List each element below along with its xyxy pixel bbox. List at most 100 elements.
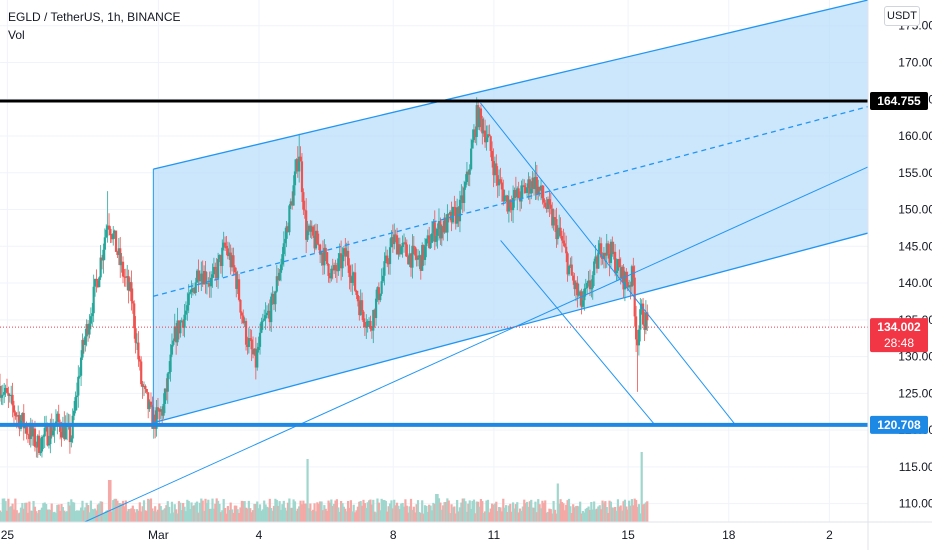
- candle-body: [148, 401, 151, 410]
- candle-body: [514, 189, 517, 198]
- volume-bar: [330, 499, 333, 522]
- volume-bar: [637, 504, 640, 522]
- volume-bar: [145, 510, 148, 522]
- candle-body: [223, 242, 227, 246]
- candle-body: [39, 451, 42, 454]
- rising-trend-line: [84, 166, 869, 523]
- candle-body: [201, 273, 204, 285]
- volume-bar: [444, 501, 448, 522]
- volume-bar: [100, 501, 104, 522]
- candle-body: [355, 290, 358, 295]
- volume-bar: [328, 502, 332, 522]
- resistance-price-label-bg: [870, 92, 928, 111]
- candle-body: [340, 253, 343, 269]
- volume-bar: [468, 500, 471, 522]
- candle-body: [279, 264, 283, 273]
- volume-bar: [435, 494, 438, 522]
- candle-body: [210, 277, 213, 287]
- volume-bar: [116, 500, 119, 522]
- candle-body: [337, 258, 340, 272]
- volume-bar: [148, 499, 151, 522]
- candle-body: [130, 282, 133, 302]
- candle-body: [137, 342, 140, 360]
- volume-bar: [351, 511, 354, 522]
- candle-body: [484, 130, 487, 143]
- candle-body: [313, 235, 316, 249]
- volume-bar: [179, 502, 182, 522]
- volume-bar: [472, 499, 476, 522]
- candle-body: [239, 299, 242, 313]
- candle-body: [197, 270, 200, 281]
- volume-bar: [407, 512, 410, 522]
- volume-bar: [22, 508, 25, 522]
- volume-bar: [628, 500, 631, 522]
- volume-bar: [475, 501, 478, 522]
- volume-bar: [353, 512, 357, 522]
- candle-body: [284, 238, 287, 244]
- volume-bar: [567, 498, 571, 522]
- volume-bar: [53, 511, 56, 522]
- volume-bar: [573, 507, 576, 522]
- candle-body: [373, 310, 376, 319]
- volume-bar: [225, 513, 228, 522]
- volume-bar: [219, 512, 222, 522]
- volume-bar: [447, 500, 450, 522]
- volume-bar: [190, 502, 193, 522]
- volume-bar: [295, 510, 298, 522]
- candle-body: [485, 137, 488, 143]
- candle-body: [310, 226, 313, 232]
- candle-body: [286, 226, 290, 233]
- candle-body: [338, 253, 341, 259]
- candle-body: [235, 272, 238, 289]
- volume-bar: [544, 500, 547, 522]
- candle-body: [228, 252, 231, 257]
- candle-body: [644, 312, 647, 330]
- volume-indicator-label[interactable]: Vol: [8, 28, 25, 42]
- candle-body: [113, 230, 116, 234]
- volume-bar: [214, 503, 217, 522]
- candle-body: [193, 288, 196, 293]
- volume-bar: [257, 508, 260, 522]
- candle-body: [457, 207, 460, 222]
- volume-bar: [189, 509, 192, 522]
- volume-bar: [381, 500, 385, 522]
- volume-bar: [428, 504, 431, 522]
- candle-body: [175, 326, 178, 343]
- candle-body: [546, 199, 550, 209]
- candle-body: [244, 320, 248, 345]
- candle-body: [615, 270, 618, 274]
- candle-body: [426, 235, 429, 239]
- volume-bar: [265, 506, 269, 522]
- volume-bar: [60, 503, 63, 522]
- volume-bar: [271, 510, 274, 522]
- candle-body: [60, 431, 63, 438]
- volume-bar: [261, 509, 264, 522]
- volume-bar: [242, 501, 245, 522]
- volume-bar: [284, 507, 287, 522]
- candle-body: [588, 280, 592, 290]
- volume-bar: [7, 498, 10, 522]
- volume-bar: [506, 512, 509, 522]
- candle-body: [189, 292, 192, 294]
- currency-button[interactable]: USDT: [884, 6, 920, 26]
- volume-bar: [626, 509, 629, 522]
- symbol-title[interactable]: EGLD / TetherUS, 1h, BINANCE: [8, 10, 181, 24]
- volume-bar: [233, 505, 236, 522]
- volume-bar: [422, 513, 425, 522]
- volume-bar: [232, 512, 235, 522]
- volume-bar: [493, 503, 496, 522]
- volume-bar: [229, 502, 232, 522]
- volume-bar: [40, 507, 44, 522]
- volume-bar: [486, 499, 490, 522]
- volume-bar: [323, 505, 326, 522]
- candle-body: [321, 252, 325, 266]
- volume-bar: [432, 502, 435, 522]
- volume-bar: [203, 510, 206, 522]
- volume-bar: [548, 508, 551, 522]
- candle-body: [214, 266, 217, 270]
- volume-bar: [163, 508, 167, 522]
- candle-body: [405, 244, 408, 257]
- candle-body: [4, 387, 7, 393]
